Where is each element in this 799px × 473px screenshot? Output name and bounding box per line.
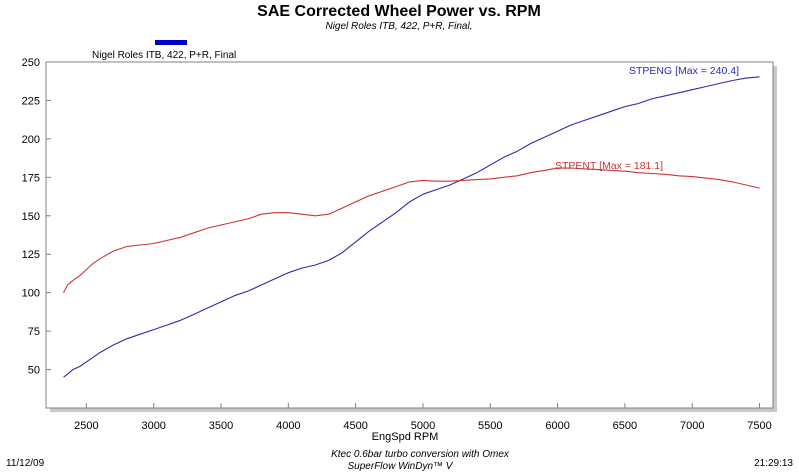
footer-description: Ktec 0.6bar turbo conversion with Omex [331,449,510,460]
series-line-stpeng [63,76,760,378]
plot-area [45,61,774,409]
y-tick-label: 50 [28,365,40,377]
x-tick-label: 6000 [545,420,569,432]
x-tick-label: 3500 [209,420,233,432]
x-axis-label: EngSpd RPM [372,431,439,443]
x-tick-label: 6500 [613,420,637,432]
series-layer [63,76,760,378]
y-axis: 50 75 100 125 150 175 200 225 250 [22,57,51,377]
series-label-stpeng: STPENG [Max = 240.4] [629,65,739,77]
x-tick-label: 4000 [276,420,300,432]
footer-time: 21:29:13 [754,458,793,469]
x-tick-label: 5500 [478,420,502,432]
x-tick-label: 7000 [680,420,704,432]
x-tick-label: 4500 [343,420,367,432]
x-tick-label: 5000 [411,420,435,432]
y-tick-label: 200 [22,134,40,146]
x-tick-label: 2500 [74,420,98,432]
y-tick-label: 75 [28,326,40,338]
y-tick-label: 125 [22,249,40,261]
x-tick-label: 7500 [747,420,771,432]
footer-software: SuperFlow WinDyn™ V [348,461,454,472]
legend-swatch [155,40,187,45]
legend-label: Nigel Roles ITB, 422, P+R, Final [92,50,236,61]
y-tick-label: 225 [22,95,40,107]
x-tick-label: 3000 [141,420,165,432]
y-tick-label: 175 [22,172,40,184]
chart-title: SAE Corrected Wheel Power vs. RPM [257,3,541,20]
series-label-stpent: STPENT [Max = 181.1] [555,160,663,172]
y-tick-label: 100 [22,288,40,300]
footer-date: 11/12/09 [6,458,45,469]
chart-subtitle: Nigel Roles ITB, 422, P+R, Final, [325,21,472,32]
y-tick-label: 250 [22,57,40,69]
series-line-stpent [63,167,760,293]
x-axis: 2500 3000 3500 4000 4500 5000 5500 6000 6500 7000… [74,403,772,432]
y-tick-label: 150 [22,211,40,223]
